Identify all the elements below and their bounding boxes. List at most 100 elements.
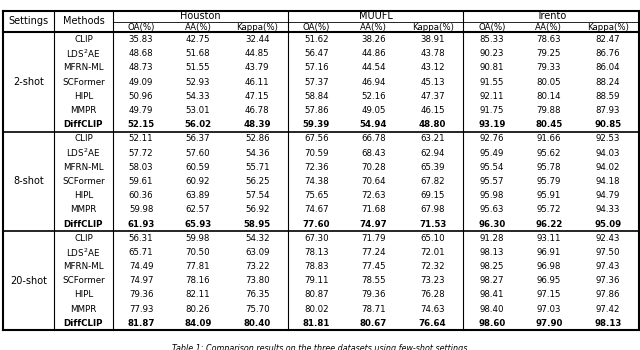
Text: 81.81: 81.81 bbox=[303, 319, 330, 328]
Text: 82.11: 82.11 bbox=[186, 290, 211, 300]
Text: 73.23: 73.23 bbox=[420, 276, 445, 285]
Text: 80.26: 80.26 bbox=[186, 305, 211, 314]
Text: 97.15: 97.15 bbox=[536, 290, 561, 300]
Text: 71.79: 71.79 bbox=[361, 234, 386, 243]
Text: 94.18: 94.18 bbox=[596, 177, 620, 186]
Text: 96.30: 96.30 bbox=[478, 219, 506, 229]
Text: 38.91: 38.91 bbox=[420, 35, 445, 44]
Text: 65.39: 65.39 bbox=[420, 163, 445, 172]
Text: 49.79: 49.79 bbox=[129, 106, 154, 115]
Text: 51.62: 51.62 bbox=[304, 35, 329, 44]
Text: 76.64: 76.64 bbox=[419, 319, 447, 328]
Text: 62.57: 62.57 bbox=[186, 205, 211, 214]
Text: 91.66: 91.66 bbox=[536, 134, 561, 144]
Text: 46.11: 46.11 bbox=[245, 78, 269, 86]
Text: 52.86: 52.86 bbox=[245, 134, 269, 144]
Text: 77.24: 77.24 bbox=[361, 248, 386, 257]
Text: 74.97: 74.97 bbox=[360, 219, 387, 229]
Text: Table 1: Comparison results on the three datasets using few-shot settings.: Table 1: Comparison results on the three… bbox=[172, 344, 470, 350]
Text: 58.84: 58.84 bbox=[304, 92, 329, 101]
Text: 47.37: 47.37 bbox=[420, 92, 445, 101]
Text: 73.22: 73.22 bbox=[245, 262, 269, 271]
Text: 77.45: 77.45 bbox=[361, 262, 386, 271]
Text: 92.11: 92.11 bbox=[479, 92, 504, 101]
Text: 74.38: 74.38 bbox=[304, 177, 329, 186]
Text: 59.98: 59.98 bbox=[186, 234, 211, 243]
Text: 43.78: 43.78 bbox=[420, 49, 445, 58]
Text: 98.27: 98.27 bbox=[479, 276, 504, 285]
Text: 72.36: 72.36 bbox=[304, 163, 329, 172]
Text: 95.54: 95.54 bbox=[479, 163, 504, 172]
Text: 79.36: 79.36 bbox=[129, 290, 154, 300]
Text: CLIP: CLIP bbox=[74, 134, 93, 144]
Text: 79.11: 79.11 bbox=[304, 276, 329, 285]
Text: 80.05: 80.05 bbox=[536, 78, 561, 86]
Text: 77.93: 77.93 bbox=[129, 305, 154, 314]
Text: 50.96: 50.96 bbox=[129, 92, 154, 101]
Text: 77.60: 77.60 bbox=[303, 219, 330, 229]
Text: 56.02: 56.02 bbox=[184, 120, 212, 129]
Text: 81.87: 81.87 bbox=[127, 319, 155, 328]
Text: 90.85: 90.85 bbox=[595, 120, 621, 129]
Text: 60.59: 60.59 bbox=[186, 163, 211, 172]
Text: 59.39: 59.39 bbox=[303, 120, 330, 129]
Text: LDS$^2$AE: LDS$^2$AE bbox=[66, 147, 100, 159]
Text: 79.88: 79.88 bbox=[536, 106, 561, 115]
Text: SCFormer: SCFormer bbox=[62, 177, 105, 186]
Text: 97.90: 97.90 bbox=[535, 319, 563, 328]
Text: 78.13: 78.13 bbox=[304, 248, 329, 257]
Text: 72.32: 72.32 bbox=[420, 262, 445, 271]
Text: 51.55: 51.55 bbox=[186, 63, 211, 72]
Text: 75.65: 75.65 bbox=[304, 191, 329, 200]
Text: 42.75: 42.75 bbox=[186, 35, 211, 44]
Text: 59.61: 59.61 bbox=[129, 177, 154, 186]
Text: 48.68: 48.68 bbox=[129, 49, 154, 58]
Text: 92.53: 92.53 bbox=[596, 134, 620, 144]
Text: HIPL: HIPL bbox=[74, 92, 93, 101]
Text: 91.75: 91.75 bbox=[479, 106, 504, 115]
Text: 79.33: 79.33 bbox=[536, 63, 561, 72]
Text: 92.76: 92.76 bbox=[479, 134, 504, 144]
Text: 48.73: 48.73 bbox=[129, 63, 154, 72]
Text: 35.83: 35.83 bbox=[129, 35, 154, 44]
Text: LDS$^2$AE: LDS$^2$AE bbox=[66, 48, 100, 60]
Text: 97.36: 97.36 bbox=[596, 276, 620, 285]
Text: MFRN-ML: MFRN-ML bbox=[63, 262, 104, 271]
Text: 84.09: 84.09 bbox=[184, 319, 212, 328]
Text: 78.71: 78.71 bbox=[361, 305, 386, 314]
Text: 95.91: 95.91 bbox=[536, 191, 561, 200]
Text: 97.50: 97.50 bbox=[596, 248, 620, 257]
Text: 98.41: 98.41 bbox=[479, 290, 504, 300]
Text: 8-shot: 8-shot bbox=[13, 176, 44, 187]
Text: 57.60: 57.60 bbox=[186, 148, 211, 158]
Text: 78.16: 78.16 bbox=[186, 276, 211, 285]
Text: 70.64: 70.64 bbox=[361, 177, 386, 186]
Text: 70.28: 70.28 bbox=[361, 163, 386, 172]
Text: 32.44: 32.44 bbox=[245, 35, 269, 44]
Text: AA(%): AA(%) bbox=[535, 23, 562, 32]
Text: 93.19: 93.19 bbox=[478, 120, 506, 129]
Text: 80.14: 80.14 bbox=[536, 92, 561, 101]
Text: 80.02: 80.02 bbox=[304, 305, 329, 314]
Text: 45.13: 45.13 bbox=[420, 78, 445, 86]
Text: 93.11: 93.11 bbox=[536, 234, 561, 243]
Text: MFRN-ML: MFRN-ML bbox=[63, 63, 104, 72]
Text: 20-shot: 20-shot bbox=[10, 276, 47, 286]
Text: 62.94: 62.94 bbox=[420, 148, 445, 158]
Text: 87.93: 87.93 bbox=[596, 106, 620, 115]
Text: DiffCLIP: DiffCLIP bbox=[63, 219, 103, 229]
Text: 56.47: 56.47 bbox=[304, 49, 329, 58]
Text: 96.95: 96.95 bbox=[536, 276, 561, 285]
Text: 52.11: 52.11 bbox=[129, 134, 154, 144]
Text: 74.63: 74.63 bbox=[420, 305, 445, 314]
Text: 67.98: 67.98 bbox=[420, 205, 445, 214]
Text: 44.85: 44.85 bbox=[245, 49, 269, 58]
Text: 54.33: 54.33 bbox=[186, 92, 211, 101]
Text: MMPR: MMPR bbox=[70, 305, 97, 314]
Text: HIPL: HIPL bbox=[74, 191, 93, 200]
Text: Methods: Methods bbox=[63, 16, 104, 27]
Text: 96.22: 96.22 bbox=[535, 219, 563, 229]
Text: AA(%): AA(%) bbox=[360, 23, 387, 32]
Text: 91.55: 91.55 bbox=[479, 78, 504, 86]
Text: 74.67: 74.67 bbox=[304, 205, 329, 214]
